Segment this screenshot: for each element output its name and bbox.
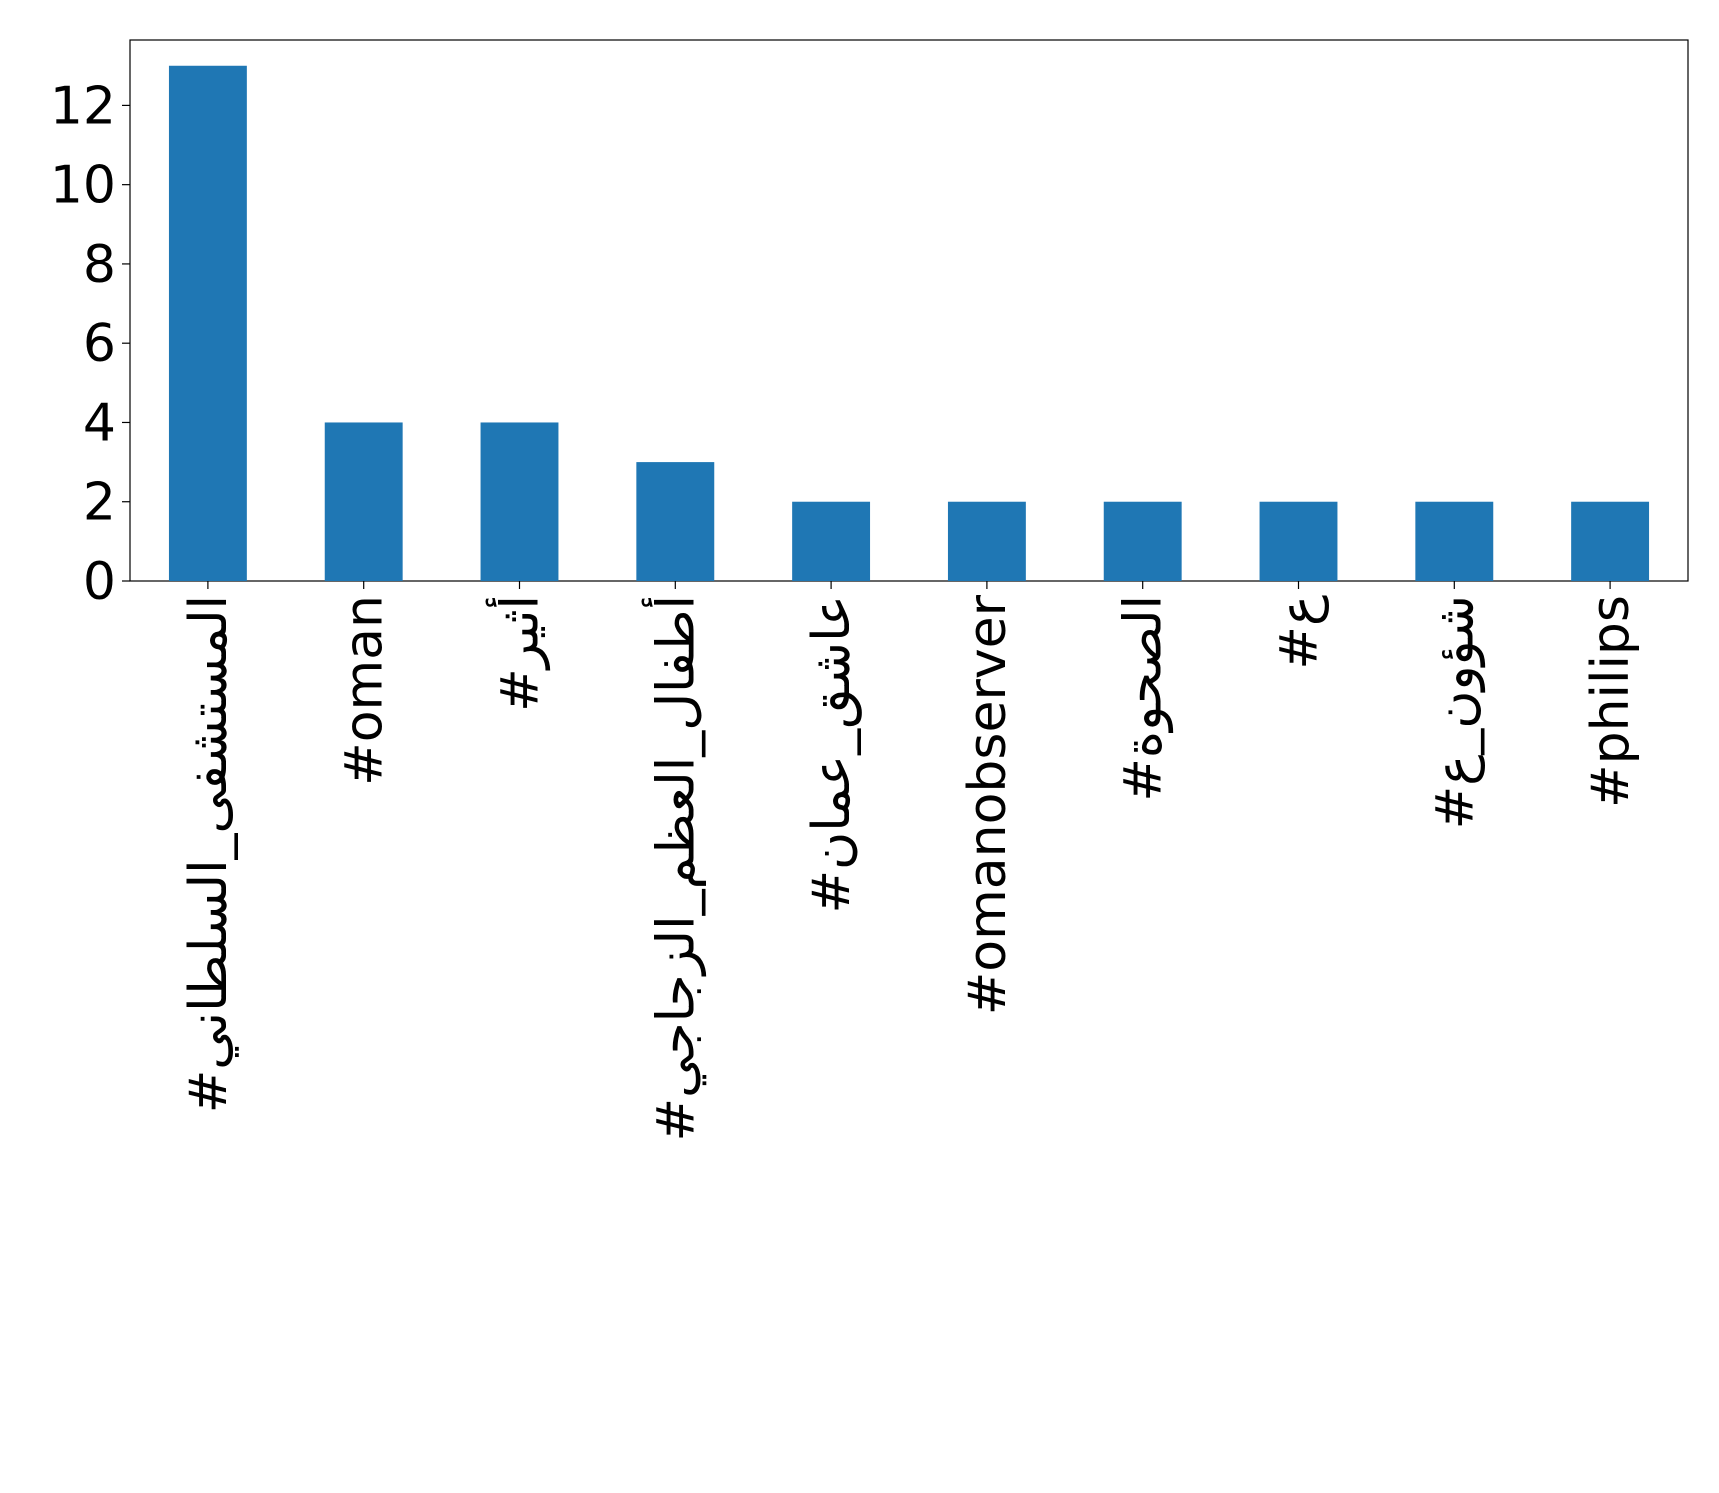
x-tick-label: #شؤون_ع [1425, 595, 1485, 829]
x-tick-label: #philips [1581, 595, 1641, 808]
plot-frame [129, 39, 1689, 582]
bar [1259, 501, 1338, 581]
x-tick-label: #عاشق_عمان [802, 595, 862, 914]
bar [636, 462, 715, 581]
bar [1415, 501, 1494, 581]
y-tick-label: 4 [83, 393, 116, 453]
x-tick-label: #المستشفى_السلطاني [179, 595, 239, 1113]
x-tick-label: #oman [335, 595, 395, 786]
x-tick-label: #omanobserver [958, 594, 1018, 1015]
bar [1571, 501, 1650, 581]
x-tick-label: #أطفال_العظم_الزجاجي [641, 595, 706, 1141]
x-tick-label: #الصحوة [1114, 595, 1174, 802]
x-tick-label: #أثير [486, 595, 551, 712]
bar [324, 422, 403, 581]
bar [947, 501, 1026, 581]
y-tick-label: 2 [83, 473, 116, 533]
y-tick-label: 0 [83, 552, 116, 612]
bar [480, 422, 559, 581]
y-tick-label: 6 [83, 314, 116, 374]
y-tick-label: 12 [50, 76, 116, 136]
y-tick-label: 10 [50, 156, 116, 216]
bar [792, 501, 871, 581]
y-tick-label: 8 [83, 235, 116, 295]
bar [1103, 501, 1182, 581]
bar [168, 65, 247, 581]
x-tick-label: #ع [1270, 595, 1330, 670]
